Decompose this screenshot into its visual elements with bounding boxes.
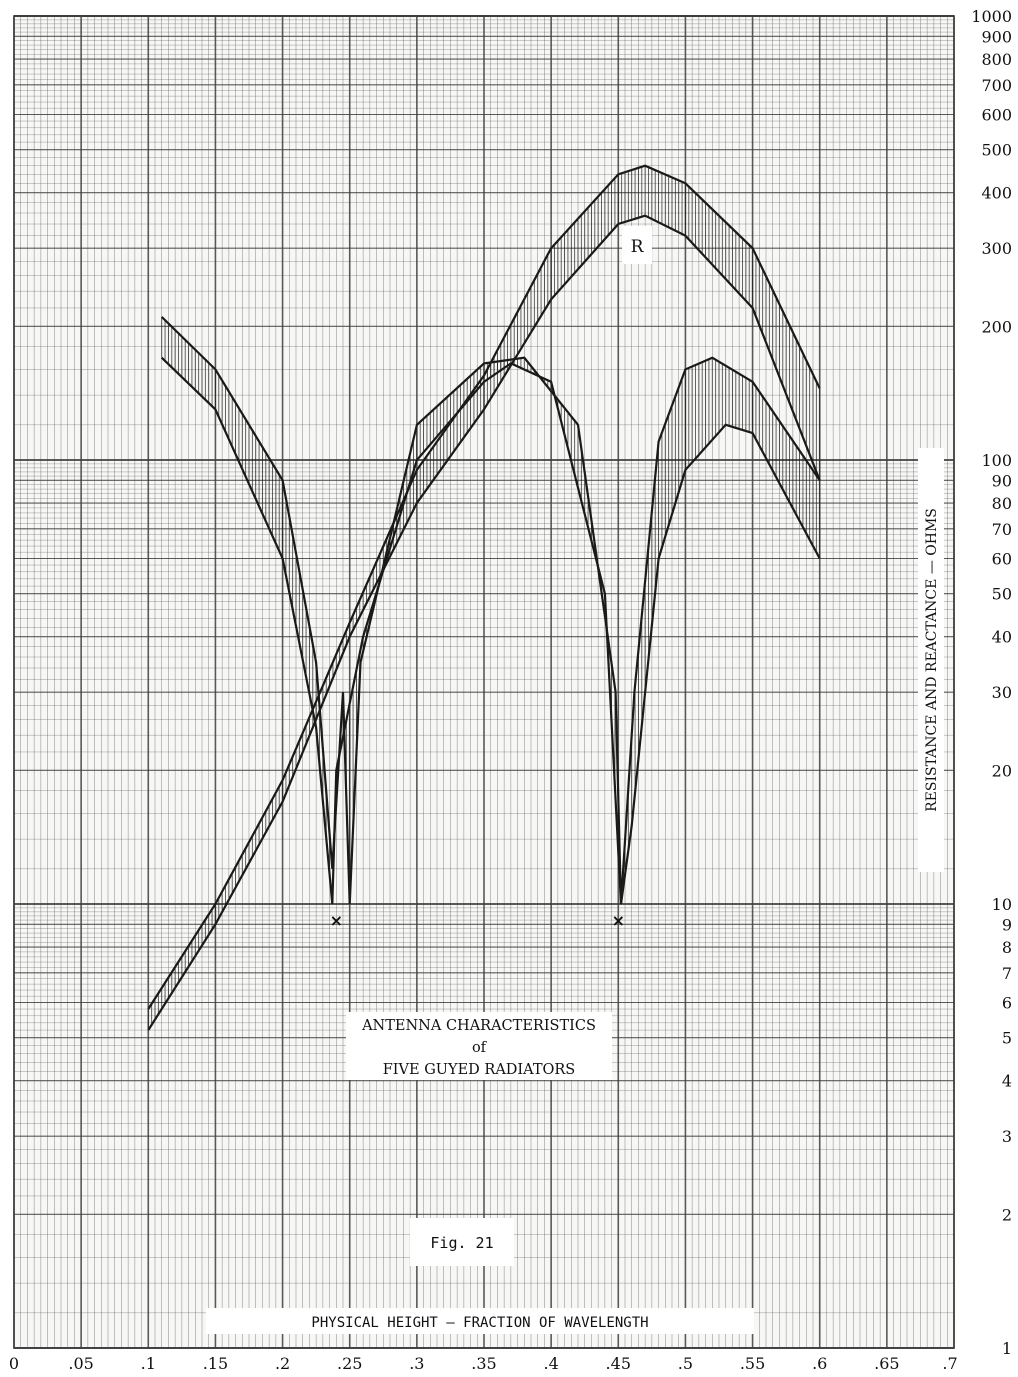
x-tick-label: .45 (606, 1354, 631, 1373)
y-tick-label: 300 (981, 239, 1012, 258)
y-tick-label: 600 (981, 106, 1012, 125)
chart-title: ANTENNA CHARACTERISTICS of FIVE GUYED RA… (346, 1012, 612, 1080)
y-tick-label: 3 (1002, 1127, 1012, 1146)
x-tick-label: .1 (141, 1354, 156, 1373)
y-tick-label: 50 (992, 585, 1012, 604)
markers: × × (330, 911, 625, 930)
y-tick-label: 100 (981, 451, 1012, 470)
y-tick-label: 5 (1002, 1029, 1012, 1048)
y-tick-label: 9 (1002, 915, 1012, 934)
figure-label: Fig. 21 (410, 1218, 514, 1266)
y-tick-label: 70 (992, 520, 1012, 539)
band-upper-edge (160, 316, 821, 905)
grid (13, 15, 955, 1349)
y-tick-label: 8 (1002, 938, 1012, 957)
y-axis-label-text: RESISTANCE AND REACTANCE — OHMS (924, 508, 940, 812)
x-tick-label: .6 (812, 1354, 827, 1373)
title-line-2: of (472, 1040, 488, 1056)
y-tick-label: 60 (992, 550, 1012, 569)
x-axis-label-text: PHYSICAL HEIGHT — FRACTION OF WAVELENGTH (311, 1315, 648, 1331)
y-axis-label: RESISTANCE AND REACTANCE — OHMS (918, 448, 944, 872)
y-tick-label: 1 (1002, 1339, 1012, 1358)
x-tick-label: .55 (740, 1354, 765, 1373)
y-tick-label: 7 (1002, 964, 1012, 983)
y-tick-label: 1000 (971, 7, 1012, 26)
y-tick-label: 4 (1002, 1072, 1012, 1091)
x-tick-label: .65 (874, 1354, 899, 1373)
x-tick-label: .3 (409, 1354, 424, 1373)
y-tick-label: 400 (981, 184, 1012, 203)
x-tick-label: .2 (275, 1354, 290, 1373)
y-tick-label: 80 (992, 494, 1012, 513)
x-tick-label: .25 (337, 1354, 362, 1373)
title-line-3: FIVE GUYED RADIATORS (383, 1062, 575, 1078)
x-tick-label: .05 (68, 1354, 93, 1373)
band-lower-edge (147, 214, 821, 1031)
y-tick-label: 6 (1002, 994, 1012, 1013)
y-tick-label: 20 (992, 761, 1012, 780)
band-lower-edge (160, 356, 821, 905)
x-tick-label: .35 (471, 1354, 496, 1373)
curve-label-r: R (622, 226, 652, 264)
title-line-1: ANTENNA CHARACTERISTICS (361, 1018, 596, 1034)
series-band-1 (160, 316, 821, 905)
curve-label-text: R (631, 237, 645, 257)
y-tick-label: 30 (992, 683, 1012, 702)
y-tick-label: 10 (992, 895, 1012, 914)
y-tick-label: 40 (992, 628, 1012, 647)
x-axis-label: PHYSICAL HEIGHT — FRACTION OF WAVELENGTH (206, 1308, 754, 1334)
series-band-0 (147, 164, 821, 1031)
y-tick-label: 2 (1002, 1205, 1012, 1224)
y-tick-label: 700 (981, 76, 1012, 95)
figure-label-text: Fig. 21 (430, 1234, 493, 1252)
y-tick-label: 200 (981, 317, 1012, 336)
x-tick-label: .5 (678, 1354, 693, 1373)
x-tick-label: .15 (203, 1354, 228, 1373)
y-tick-label: 90 (992, 471, 1012, 490)
x-tick-label: 0 (9, 1354, 19, 1373)
x-tick-label: .4 (544, 1354, 559, 1373)
y-tick-label: 800 (981, 50, 1012, 69)
x-axis-ticks: 0 .05 .1 .15 .2 .25 .3 .35 .4 .45 .5 .55 .6 .65 .7 (9, 1354, 958, 1373)
marker-x: × (612, 911, 625, 930)
x-tick-label: .7 (942, 1354, 957, 1373)
y-tick-label: 900 (981, 27, 1012, 46)
y-tick-label: 500 (981, 141, 1012, 160)
band-upper-edge (147, 164, 821, 1010)
data-bands (147, 164, 821, 1031)
plot-border (13, 15, 955, 1349)
marker-x: × (330, 911, 343, 930)
